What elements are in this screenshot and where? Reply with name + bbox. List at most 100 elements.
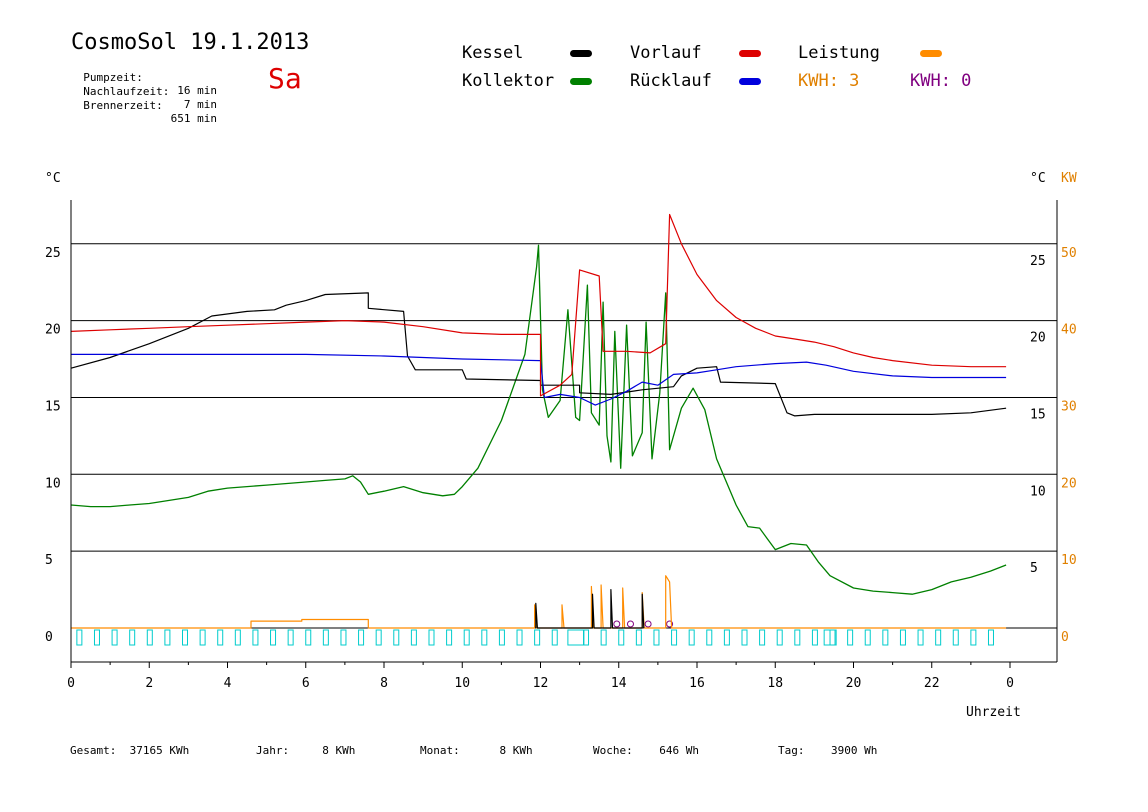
legend-label-vorlauf: Vorlauf xyxy=(630,43,702,63)
footer-value: 646 Wh xyxy=(659,744,699,757)
state-marker xyxy=(567,629,585,646)
info-value: 7 min xyxy=(183,98,217,111)
legend-label-leistung: Leistung xyxy=(798,43,880,63)
state-marker xyxy=(305,629,312,646)
legend-kwh-other: KWH: 0 xyxy=(910,71,972,91)
state-marker xyxy=(498,629,505,646)
state-marker xyxy=(252,629,259,646)
state-marker xyxy=(551,629,558,646)
labels-layer: 0 2 4 6 8 10 12 14 16 18 20 22 0 0 5 10 15 20 25 5 10 15 20 25 0… xyxy=(45,171,1077,720)
y-tick-label-kw: 10 xyxy=(1061,553,1077,568)
footer-label: Jahr: xyxy=(256,744,290,757)
x-tick-label: 14 xyxy=(611,676,627,691)
state-marker xyxy=(823,629,837,646)
state-marker xyxy=(182,629,189,646)
state-marker xyxy=(653,629,660,646)
state-marker xyxy=(847,629,854,646)
legend-kwh-solar: KWH: 3 xyxy=(798,71,860,91)
state-marker xyxy=(776,629,783,646)
y-tick-label-kw: 0 xyxy=(1061,630,1069,645)
state-marker xyxy=(287,629,294,646)
x-tick-label: 0 xyxy=(67,676,75,691)
state-marker xyxy=(671,629,678,646)
kwh-marker xyxy=(613,620,621,628)
state-marker xyxy=(481,629,488,646)
state-marker xyxy=(358,629,365,646)
axis-layer xyxy=(70,200,1058,668)
footer-label: Monat: xyxy=(420,744,460,757)
state-marker xyxy=(935,629,942,646)
y-tick-label-right: 20 xyxy=(1030,331,1046,346)
x-tick-label: 0 xyxy=(1006,676,1014,691)
state-marker xyxy=(600,629,607,646)
info-label: Nachlaufzeit: xyxy=(83,85,170,98)
x-tick-label: 10 xyxy=(454,676,470,691)
state-marker xyxy=(93,629,100,646)
kwh-marker xyxy=(644,620,652,628)
state-marker xyxy=(76,629,83,646)
state-marker xyxy=(534,629,541,646)
state-marker xyxy=(516,629,523,646)
footer-label: Gesamt: xyxy=(70,744,117,757)
x-tick-label: 18 xyxy=(767,676,783,691)
state-marker xyxy=(322,629,329,646)
series-line-vorlauf xyxy=(70,213,1007,397)
state-marker xyxy=(164,629,171,646)
y-axis-unit-left: °C xyxy=(45,171,61,186)
state-marker xyxy=(217,629,224,646)
footer-value: 8 KWh xyxy=(322,744,356,757)
footer-label: Tag: xyxy=(778,744,805,757)
series-line-leistung-dark xyxy=(535,588,645,629)
legend-label-kessel: Kessel xyxy=(462,43,524,63)
state-marker xyxy=(393,629,400,646)
state-marker xyxy=(706,629,713,646)
legend-swatch-leistung xyxy=(920,50,942,57)
state-marker xyxy=(146,629,153,646)
y-tick-label-left: 10 xyxy=(45,476,61,491)
legend-label-ruecklauf: Rücklauf xyxy=(630,71,712,91)
footer-label: Woche: xyxy=(593,744,633,757)
state-marker xyxy=(688,629,695,646)
y-tick-label-right: 15 xyxy=(1030,407,1046,422)
footer-woche: Woche: 646 Wh xyxy=(593,744,699,757)
state-marker xyxy=(340,629,347,646)
x-tick-label: 4 xyxy=(224,676,232,691)
x-tick-label: 2 xyxy=(145,676,153,691)
x-tick-label: 20 xyxy=(846,676,862,691)
y-axis-unit-kw: KW xyxy=(1061,171,1077,186)
footer-value: 8 KWh xyxy=(499,744,533,757)
footer-tag: Tag: 3900 Wh xyxy=(778,744,877,757)
series-line-ruecklauf xyxy=(71,353,1007,406)
state-marker xyxy=(428,629,435,646)
footer-gesamt: Gesamt: 37165 KWh xyxy=(70,744,189,757)
x-axis-title: Uhrzeit xyxy=(966,705,1021,720)
x-tick-label: 6 xyxy=(302,676,310,691)
y-tick-label-kw: 30 xyxy=(1061,399,1077,414)
state-marker xyxy=(917,629,924,646)
series-line-kollektor xyxy=(70,244,1007,595)
y-tick-label-left: 0 xyxy=(45,630,53,645)
legend-swatch-kessel xyxy=(570,50,592,57)
y-tick-label-right: 5 xyxy=(1030,561,1038,576)
footer-value: 37165 KWh xyxy=(129,744,190,757)
footer-value: 3900 Wh xyxy=(831,744,878,757)
state-marker xyxy=(741,629,748,646)
x-tick-label: 8 xyxy=(380,676,388,691)
info-value: 651 min xyxy=(170,112,217,125)
state-marker xyxy=(759,629,766,646)
state-marker xyxy=(111,629,118,646)
x-tick-label: 12 xyxy=(533,676,549,691)
state-marker xyxy=(199,629,206,646)
x-tick-label: 22 xyxy=(924,676,940,691)
legend-label-kollektor: Kollektor xyxy=(462,71,555,91)
state-marker xyxy=(410,629,417,646)
info-label: Brennerzeit: xyxy=(83,99,163,112)
footer-jahr: Jahr: 8 KWh xyxy=(256,744,355,757)
y-tick-label-kw: 20 xyxy=(1061,476,1077,491)
state-marker xyxy=(864,629,871,646)
y-tick-label-left: 5 xyxy=(45,553,53,568)
legend-swatch-kollektor xyxy=(570,78,592,85)
state-marker xyxy=(463,629,470,646)
weekday-label: Sa xyxy=(268,62,302,95)
kwh-marker xyxy=(626,620,634,628)
